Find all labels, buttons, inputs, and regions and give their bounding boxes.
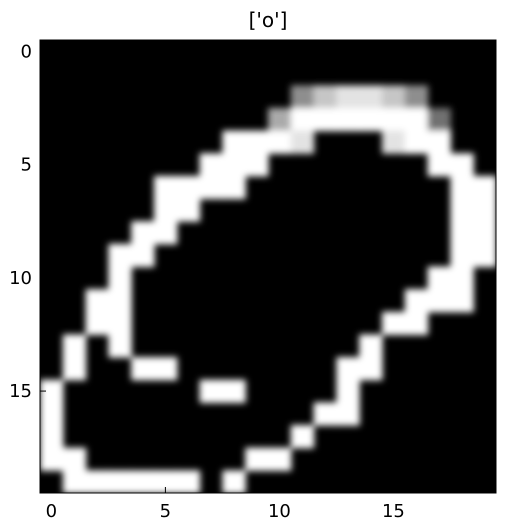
heatmap-cell [473,175,496,200]
heatmap-cell [108,311,132,336]
heatmap-cell [427,107,451,132]
heatmap-cell [290,107,315,132]
heatmap-cell [450,243,474,268]
heatmap-cell [336,107,360,132]
heatmap-cell [404,311,429,336]
heatmap-cell [404,107,429,132]
heatmap-cell [131,221,155,245]
heatmap-cell [382,311,406,336]
heatmap-cell [268,107,292,132]
heatmap-cell [404,130,429,154]
heatmap-cell [40,425,64,449]
heatmap-cell [336,402,360,426]
heatmap-cell [382,130,406,154]
heatmap-cell [473,198,496,222]
heatmap-cell [85,311,109,336]
heatmap-cell [359,107,383,132]
heatmap-cell [336,357,360,381]
y-tick-label: 10 [9,268,32,289]
heatmap-cell [40,402,64,426]
heatmap-cell [222,470,246,493]
heatmap-cell [313,107,337,132]
heatmap-cell [245,130,269,154]
x-tick-label: 5 [160,501,171,522]
heatmap-cell [336,85,360,109]
heatmap-cell [313,85,337,109]
heatmap-cells [40,85,496,493]
heatmap-cell [154,357,178,381]
y-tick-label: 0 [21,41,32,62]
heatmap-cell [222,130,246,154]
heatmap-cell [450,175,474,200]
heatmap-cell [108,243,132,268]
heatmap-cell [427,153,451,177]
heatmap-cell [336,379,360,403]
heatmap-cell [222,175,246,200]
heatmap-cell [359,357,383,381]
heatmap-cell [40,379,64,403]
x-tick-label: 15 [382,501,405,522]
heatmap-cell [290,130,315,154]
heatmap-cell [199,379,223,403]
heatmap-cell [382,85,406,109]
heatmap-cell [268,447,292,471]
heatmap-cell [359,85,383,109]
heatmap-cell [154,175,178,200]
heatmap-cell [404,85,429,109]
heatmap-cell [450,289,474,313]
heatmap-cell [427,289,451,313]
heatmap-cell [176,198,201,222]
heatmap-cell [473,221,496,245]
heatmap-cell [108,470,132,493]
x-axis: 0 5 10 15 [46,40,405,522]
heatmap-cell [222,153,246,177]
heatmap-cell [85,289,109,313]
heatmap-cell [427,266,451,290]
heatmap-cell [85,470,109,493]
heatmap-cell [427,130,451,154]
heatmap-cell [62,447,87,471]
heatmap-cell [382,107,406,132]
heatmap-cell [108,266,132,290]
heatmap-cell [359,334,383,358]
heatmap-cell [450,266,474,290]
heatmap-cell [62,357,87,381]
heatmap-cell [131,243,155,268]
y-axis: 0 5 10 15 [9,41,496,402]
heatmap-cell [62,470,87,493]
heatmap-cell [176,470,201,493]
heatmap-cell [62,334,87,358]
heatmap-cell [108,334,132,358]
y-tick-label: 5 [21,155,32,176]
heatmap-cell [108,289,132,313]
heatmap-cell [290,85,315,109]
heatmap-cell [131,357,155,381]
heatmap-cell [313,402,337,426]
plot-frame [39,39,497,494]
heatmap-cell [245,153,269,177]
heatmap-cell [154,470,178,493]
heatmap-cell [290,425,315,449]
heatmap-cell [268,130,292,154]
heatmap-cell [199,175,223,200]
heatmap-cell [154,198,178,222]
heatmap-cell [450,198,474,222]
heatmap-cell [40,447,64,471]
heatmap-cell [450,221,474,245]
heatmap-cell [176,175,201,200]
plot-title: ['o'] [248,8,288,32]
heatmap-cell [131,470,155,493]
heatmap-cell [199,153,223,177]
y-tick-label: 15 [9,381,32,402]
heatmap-cell [404,289,429,313]
heatmap-cell [154,221,178,245]
heatmap-cell [245,447,269,471]
heatmap-cell [450,153,474,177]
x-tick-label: 10 [268,501,291,522]
heatmap-cell [473,243,496,268]
heatmap-cell [222,379,246,403]
x-tick-label: 0 [46,501,57,522]
